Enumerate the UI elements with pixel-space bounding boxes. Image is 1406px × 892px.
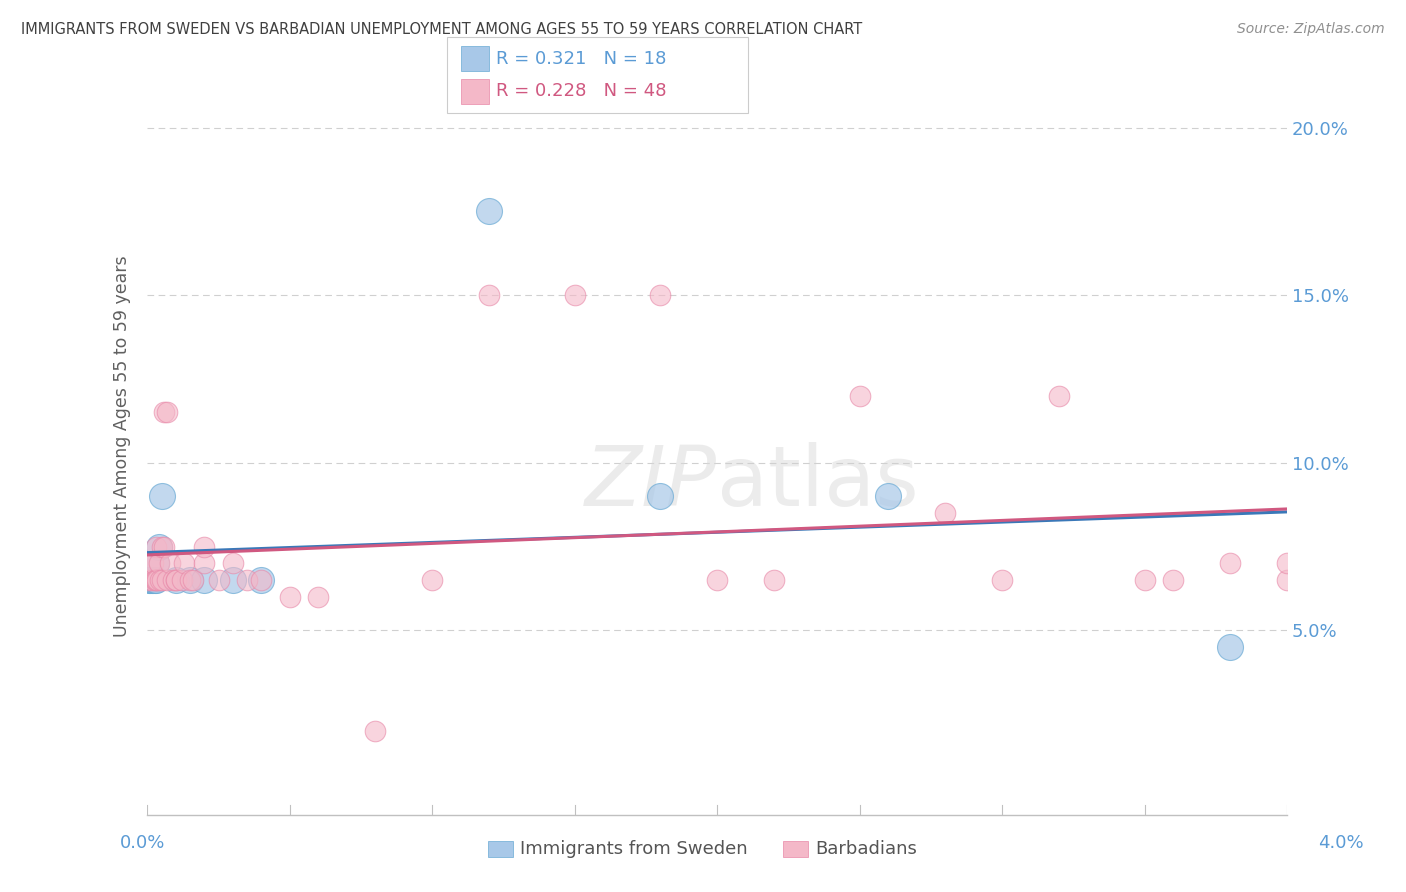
Point [145,556,167,570]
Point [877,489,900,503]
Text: Barbadians: Barbadians [815,840,917,858]
Point [141,573,163,587]
Point [250,573,273,587]
Point [250,573,273,587]
Point [179,573,201,587]
Point [162,573,184,587]
Point [143,573,166,587]
Point [706,573,728,587]
Point [193,556,215,570]
Point [139,556,162,570]
Point [165,573,187,587]
Point [763,573,786,587]
Text: R = 0.321   N = 18: R = 0.321 N = 18 [496,50,666,68]
Text: R = 0.228   N = 48: R = 0.228 N = 48 [496,82,666,100]
Point [141,573,163,587]
Point [146,573,169,587]
Point [207,573,229,587]
Point [278,590,301,604]
Point [1047,389,1070,403]
Point [138,573,160,587]
Text: ZIP: ZIP [585,442,717,524]
Point [222,556,245,570]
Point [650,489,672,503]
Point [148,556,170,570]
Point [564,288,586,302]
Point [138,573,160,587]
Point [650,288,672,302]
Point [148,540,170,554]
Point [165,573,187,587]
Text: atlas: atlas [717,442,920,524]
Point [156,405,179,419]
Text: Source: ZipAtlas.com: Source: ZipAtlas.com [1237,22,1385,37]
Point [142,556,165,570]
Point [364,723,387,738]
Point [934,506,956,520]
Point [478,288,501,302]
Point [1219,556,1241,570]
Point [181,573,204,587]
Point [153,405,176,419]
Point [236,573,259,587]
Text: Immigrants from Sweden: Immigrants from Sweden [520,840,748,858]
Point [222,573,245,587]
Point [1133,573,1156,587]
Point [478,204,501,219]
Point [142,573,165,587]
Point [165,573,187,587]
Point [1275,573,1298,587]
Point [179,573,201,587]
Point [420,573,443,587]
Point [193,540,215,554]
Point [145,573,167,587]
Point [149,573,172,587]
Point [139,573,162,587]
Point [145,540,167,554]
Y-axis label: Unemployment Among Ages 55 to 59 years: Unemployment Among Ages 55 to 59 years [114,255,131,637]
Point [1219,640,1241,654]
Point [1161,573,1184,587]
Text: IMMIGRANTS FROM SWEDEN VS BARBADIAN UNEMPLOYMENT AMONG AGES 55 TO 59 YEARS CORRE: IMMIGRANTS FROM SWEDEN VS BARBADIAN UNEM… [21,22,862,37]
Point [173,556,195,570]
Point [150,489,173,503]
Text: 4.0%: 4.0% [1319,834,1364,852]
Point [170,573,193,587]
Point [193,573,215,587]
Point [991,573,1014,587]
Text: 0.0%: 0.0% [120,834,165,852]
Point [156,573,179,587]
Point [848,389,870,403]
Point [1275,556,1298,570]
Point [143,573,166,587]
Point [150,573,173,587]
Point [159,556,181,570]
Point [307,590,329,604]
Point [150,540,173,554]
Point [145,573,167,587]
Point [153,540,176,554]
